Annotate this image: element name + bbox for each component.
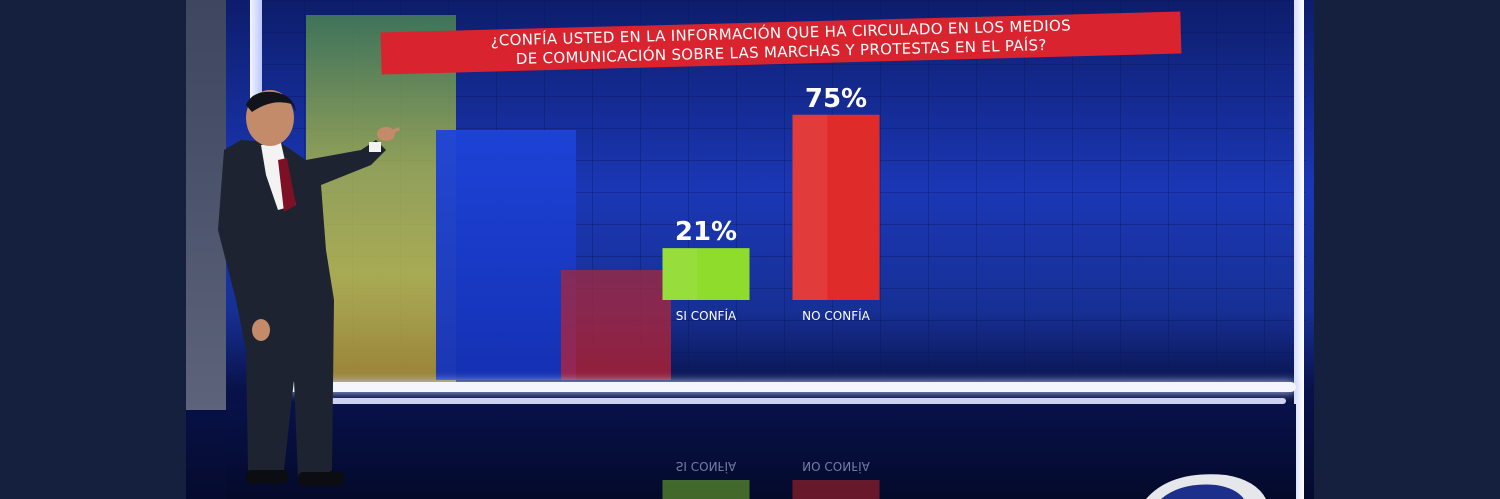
bar-chart: 21% SI CONFÍA SI CONFÍA 75% NO CONFÍA NO CONF… [662, 84, 880, 499]
left-edge-light [250, 0, 262, 110]
floor-light-strip-lower [306, 398, 1286, 404]
studio-floor [226, 404, 1296, 499]
presenter-figure [218, 90, 400, 486]
right-edge-light [1294, 0, 1304, 499]
reflected-category-label: NO CONFÍA [802, 459, 870, 474]
bar-no-confia [792, 114, 880, 300]
background-blue-column [436, 130, 576, 380]
bar-reflection [662, 480, 750, 499]
background-red-column [561, 270, 671, 380]
floor-light-strip [286, 382, 1296, 392]
bar-sheen [792, 114, 828, 300]
bar-sheen [662, 248, 698, 300]
bar-si-confia [662, 248, 750, 300]
category-label: SI CONFÍA [676, 308, 737, 323]
value-label: 21% [675, 217, 737, 247]
side-wall [186, 0, 226, 410]
category-label: NO CONFÍA [802, 308, 870, 323]
network-logo-icon [1146, 474, 1266, 499]
studio-scene: ¿CONFÍA USTED EN LA INFORMACIÓN QUE HA C… [186, 0, 1314, 499]
value-label: 75% [805, 84, 867, 114]
presenter [218, 90, 400, 486]
reflected-category-label: SI CONFÍA [676, 459, 737, 474]
bar-reflection [792, 480, 880, 499]
